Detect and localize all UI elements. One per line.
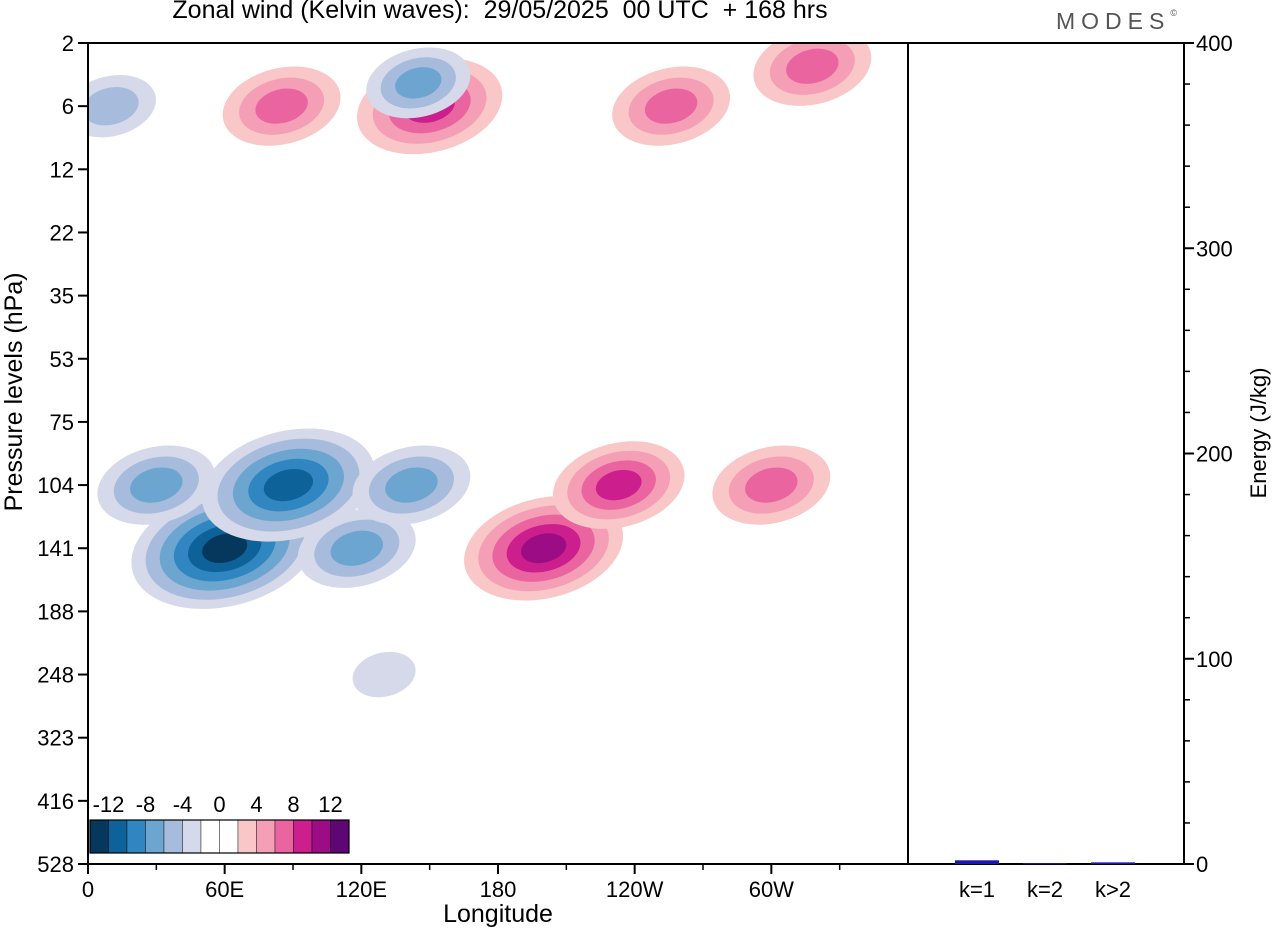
energy-category-label: k=1 [959,877,995,902]
y-tick-label: 2 [62,31,74,56]
logo-mark: © [1170,8,1177,18]
colorbar-swatch [219,819,239,854]
wind-anomaly-10 [222,66,341,146]
y-tick-label: 75 [50,410,74,435]
y-tick-label: 22 [50,220,74,245]
y-tick-label: 6 [62,94,74,119]
y-tick-label: 141 [37,536,74,561]
colorbar-swatch [163,819,183,854]
energy-tick-label: 100 [1196,647,1233,672]
y-tick-label: 53 [50,347,74,372]
x-axis-label: Longitude [443,900,553,928]
x-tick-label: 120W [606,877,664,902]
energy-tick-label: 300 [1196,236,1233,261]
x-tick-label: 180 [480,877,517,902]
wind-anomaly-9 [712,445,831,525]
y-tick-label: 528 [37,852,74,877]
contour-layer [88,43,872,698]
wind-anomaly-2 [202,428,375,542]
colorbar-swatch [330,819,350,854]
colorbar-label: 12 [318,792,342,817]
wind-anomaly-3 [297,508,416,588]
wind-anomaly-6 [352,651,416,698]
energy-tick-label: 400 [1196,31,1233,56]
contour-level [255,88,308,124]
y-tick-label: 416 [37,789,74,814]
colorbar-label: -12 [93,792,125,817]
energy-tick-label: 0 [1196,852,1208,877]
colorbar-swatch [108,819,128,854]
wind-contour-plot [88,43,872,698]
wind-anomaly-14 [88,74,156,138]
contour-level [644,88,698,124]
energy-bar [1091,862,1135,864]
y-tick-label: 188 [37,599,74,624]
energy-tick-label: 200 [1196,442,1233,467]
x-tick-label: 60W [749,877,794,902]
contour-level [130,467,183,503]
y-tick-label: 323 [37,726,74,751]
energy-frame [907,42,1185,865]
wind-anomaly-7 [464,495,624,601]
contour-level [263,468,314,502]
colorbar-label: -8 [136,792,156,817]
contour-level [786,48,839,84]
wind-anomaly-13 [753,43,872,106]
x-tick-label: 0 [82,877,94,902]
y-axis-label: Pressure levels (hPa) [0,272,28,511]
contour-level [520,533,567,564]
colorbar-swatch [145,819,165,854]
logo-text: MODES [1056,8,1171,34]
colorbar-swatch [293,819,313,854]
colorbar-swatch [126,819,146,854]
contour-level [745,467,798,503]
colorbar-frame [89,819,350,854]
contour-level [595,469,642,501]
energy-category-label: k>2 [1095,877,1131,902]
y-tick-label: 12 [50,157,74,182]
modes-logo: MODES© [1056,8,1177,35]
colorbar-label: 4 [250,792,262,817]
y-tick-label: 248 [37,663,74,688]
x-tick-label: 60E [205,877,244,902]
x-tick-label: 120E [336,877,387,902]
energy-bar [1023,863,1067,865]
contour-level [352,651,416,698]
colorbar-swatch [237,819,257,854]
colorbar-swatch [182,819,202,854]
y-tick-label: 104 [37,473,74,498]
wind-anomaly-4 [352,445,471,525]
wind-anomaly-8 [552,441,685,529]
wind-anomaly-12 [612,66,731,146]
energy-category-label: k=2 [1027,877,1063,902]
colorbar-swatch [89,819,109,854]
colorbar-label: 8 [287,792,299,817]
wind-anomaly-15 [366,47,471,119]
contour-level [385,467,438,503]
energy-bar-panel: 0 100 200 300 400 k=1 k=2 k>2 Energy (J/kg) [907,31,1271,902]
chart-title: Zonal wind (Kelvin waves): 29/05/2025 00… [172,0,828,24]
colorbar-legend: -12 -8 -4 0 4 8 12 [88,783,351,855]
colorbar-swatch [256,819,276,854]
colorbar-label: 0 [213,792,225,817]
contour-level [395,67,442,99]
colorbar-swatch [311,819,331,854]
contour-level [88,86,139,126]
colorbar-swatch [200,819,220,854]
energy-bar [955,860,999,864]
wind-anomaly-5 [97,445,216,525]
energy-axis-label: Energy (J/kg) [1246,368,1271,499]
colorbar-label: -4 [173,792,193,817]
contour-level [330,530,384,566]
y-tick-label: 35 [50,284,74,309]
contour-level [202,533,248,564]
colorbar-swatch [274,819,294,854]
